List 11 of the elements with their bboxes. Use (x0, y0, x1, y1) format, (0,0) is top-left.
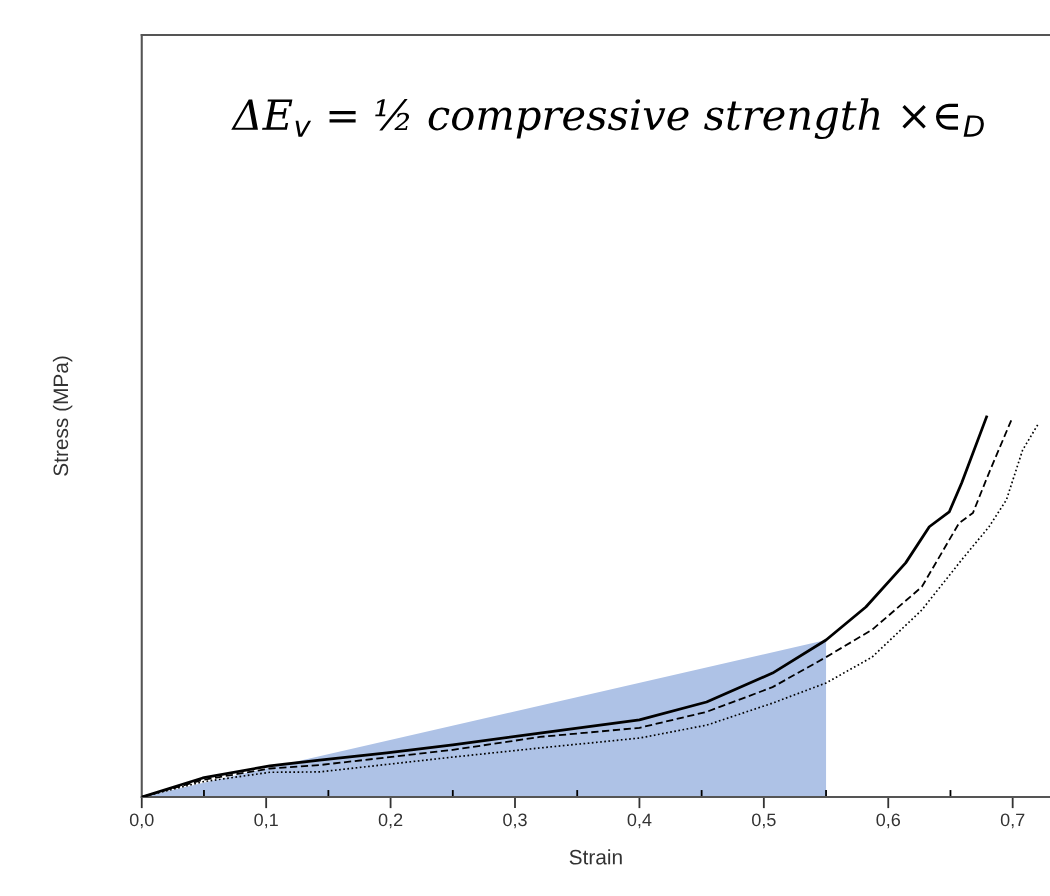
x-tick-label: 0,3 (503, 813, 527, 829)
text: ΔE$_{v}$ = ½ compressive strength ×∈$_{D}$ (231, 98, 984, 140)
x-tick-label: 0,6 (876, 813, 901, 829)
x-tick-label: 0,0 (129, 813, 154, 829)
x-tick-label: 0,7 (1000, 813, 1025, 829)
x-tick-label: 0,5 (752, 813, 776, 829)
x-tick-label: 0,4 (627, 813, 652, 829)
x-axis-title: Strain (569, 849, 622, 865)
x-tick-label: 0,2 (378, 813, 403, 829)
x-tick-label: 0,1 (254, 813, 278, 829)
y-axis-title: Stress (MPa) (52, 356, 73, 476)
